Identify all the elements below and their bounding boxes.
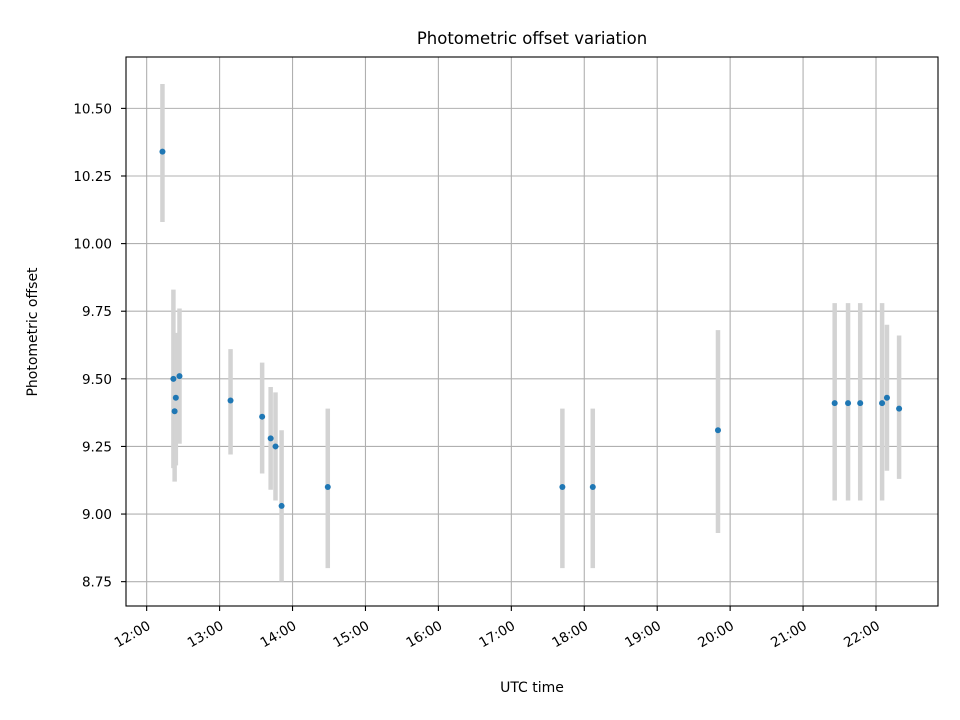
errorbars [160, 84, 902, 582]
data-point [172, 394, 179, 401]
data-point [589, 484, 596, 491]
data-point [272, 443, 279, 450]
x-tick-label: 20:00 [695, 618, 737, 651]
y-axis-ticks: 8.75 9.00 9.25 9.50 9.75 10.00 10.25 10.50 [73, 101, 126, 591]
data-point [714, 427, 721, 434]
data-point [324, 484, 331, 491]
y-tick-label: 10.00 [73, 237, 112, 253]
data-point [896, 405, 903, 412]
y-tick-label: 8.75 [82, 575, 112, 591]
y-tick-label: 9.00 [82, 507, 112, 523]
data-point [171, 408, 178, 415]
plot-area-frame [125, 56, 939, 607]
y-tick-label: 10.50 [73, 101, 112, 117]
y-tick-label: 9.50 [82, 372, 112, 388]
x-tick-label: 17:00 [476, 618, 518, 651]
x-tick-label: 15:00 [331, 618, 373, 651]
data-point [278, 502, 285, 509]
x-tick-label: 12:00 [112, 618, 154, 651]
data-point [159, 148, 166, 155]
y-tick-label: 10.25 [73, 169, 112, 185]
data-point [559, 484, 566, 491]
x-tick-label: 16:00 [404, 618, 446, 651]
data-point [831, 400, 838, 407]
y-tick-label: 9.25 [82, 439, 112, 455]
y-axis-label: Photometric offset [25, 267, 41, 397]
data-point [857, 400, 864, 407]
data-point [176, 373, 183, 380]
chart-title: Photometric offset variation [417, 29, 647, 48]
x-axis-label: UTC time [500, 680, 564, 696]
data-point [267, 435, 274, 442]
data-point [883, 394, 890, 401]
data-point [879, 400, 886, 407]
x-tick-label: 13:00 [185, 618, 227, 651]
x-tick-label: 21:00 [768, 618, 810, 651]
x-axis-ticks: 12:00 13:00 14:00 15:00 16:00 17:00 18:00 19:00… [112, 606, 883, 651]
data-point [227, 397, 234, 404]
data-points [159, 148, 903, 509]
x-tick-label: 18:00 [549, 618, 591, 651]
x-tick-label: 14:00 [258, 618, 300, 651]
x-tick-label: 19:00 [622, 618, 664, 651]
grid [126, 57, 938, 606]
x-tick-label: 22:00 [841, 618, 883, 651]
data-point [259, 413, 266, 420]
data-point [170, 375, 177, 382]
data-point [845, 400, 852, 407]
y-tick-label: 9.75 [82, 304, 112, 320]
